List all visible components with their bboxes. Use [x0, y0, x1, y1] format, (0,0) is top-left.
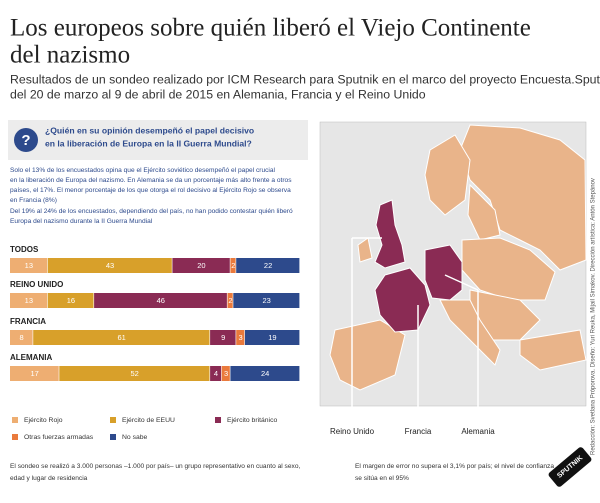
- paragraph: Del 19% al 24% de los encuestados, depen…: [10, 208, 293, 215]
- bar-segment: [233, 293, 300, 308]
- legend-swatch: [12, 417, 18, 423]
- legend-label: Otras fuerzas armadas: [24, 434, 94, 441]
- value-label: 43: [106, 261, 114, 270]
- title: del nazismo: [10, 42, 130, 69]
- bar-segment: [221, 366, 230, 381]
- category-label: FRANCIA: [10, 317, 46, 326]
- footer-note: El margen de error no supera el 3,1% por…: [355, 463, 554, 470]
- subtitle: del 20 de marzo al 9 de abril de 2015 en…: [10, 87, 426, 101]
- value-label: 20: [197, 261, 205, 270]
- bar-segment: [210, 366, 222, 381]
- map-region: [461, 237, 556, 301]
- map-region: [459, 124, 587, 271]
- logo-badge: [548, 447, 592, 487]
- map-label: Francia: [405, 427, 432, 436]
- bar-segment: [33, 330, 210, 345]
- map-region: [519, 329, 587, 371]
- value-label: 24: [261, 369, 269, 378]
- bar-segment: [47, 258, 172, 273]
- value-label: 4: [214, 369, 218, 378]
- value-label: 61: [117, 333, 125, 342]
- map-label: Reino Unido: [330, 427, 375, 436]
- paragraph: Solo el 13% de los encuestados opina que…: [10, 167, 276, 174]
- legend-label: Ejército de EEUU: [122, 417, 175, 424]
- value-label: 13: [25, 296, 33, 305]
- legend-swatch: [110, 417, 116, 423]
- paragraph: Europa del nazismo durante la II Guerra …: [10, 218, 153, 225]
- value-label: 3: [224, 369, 228, 378]
- paragraph: en la liberación de Europa del nazismo. …: [10, 177, 292, 184]
- value-label: 46: [157, 296, 165, 305]
- bar-segment: [210, 330, 236, 345]
- footer-note: se sitúa en el 95%: [355, 475, 409, 482]
- legend-swatch: [12, 434, 18, 440]
- legend-swatch: [110, 434, 116, 440]
- map-region: [357, 237, 373, 263]
- bar-segment: [10, 330, 33, 345]
- value-label: 2: [231, 261, 235, 270]
- value-label: 13: [25, 261, 33, 270]
- category-label: ALEMANIA: [10, 353, 52, 362]
- credits: Redacción: Svetlana Próporova. Diseño: Y…: [591, 178, 597, 455]
- paragraph: países, el 17%. El menor porcentaje de l…: [10, 187, 291, 194]
- question: ¿Quién en su opinión desempeñó el papel …: [45, 125, 254, 135]
- value-label: 22: [264, 261, 272, 270]
- value-label: 2: [228, 296, 232, 305]
- legend-label: Ejército Rojo: [24, 417, 63, 424]
- bar-segment: [236, 258, 300, 273]
- legend-swatch: [215, 417, 221, 423]
- map-germany: [424, 244, 463, 301]
- value-label: 16: [67, 296, 75, 305]
- map: [319, 121, 587, 420]
- category-label: TODOS: [10, 245, 39, 254]
- bar-segment: [47, 293, 94, 308]
- map-leader: [444, 274, 479, 291]
- bar-segment: [59, 366, 210, 381]
- subtitle: Resultados de un sondeo realizado por IC…: [10, 72, 600, 86]
- bar-segment: [230, 258, 236, 273]
- legend-label: No sabe: [122, 434, 148, 441]
- value-label: 9: [221, 333, 225, 342]
- map-region: [467, 183, 501, 241]
- bar-segment: [236, 330, 245, 345]
- bar-segment: [244, 330, 300, 345]
- value-label: 19: [268, 333, 276, 342]
- question: en la liberación de Europa en la II Guer…: [45, 138, 252, 148]
- bar-segment: [94, 293, 227, 308]
- value-label: 23: [262, 296, 270, 305]
- bar-segment: [10, 366, 59, 381]
- question-box: [8, 120, 308, 160]
- value-label: 52: [131, 369, 139, 378]
- map-region: [439, 299, 501, 366]
- bar-segment: [227, 293, 233, 308]
- bar-segment: [10, 293, 48, 308]
- value-label: 17: [30, 369, 38, 378]
- map-label: Alemania: [461, 427, 495, 436]
- category-label: REINO UNIDO: [10, 280, 63, 289]
- value-label: 3: [238, 333, 242, 342]
- bar-segment: [230, 366, 300, 381]
- value-label: 8: [20, 333, 24, 342]
- map-region: [424, 134, 471, 216]
- bar-segment: [172, 258, 230, 273]
- question-icon: [14, 128, 38, 152]
- question-mark: ?: [21, 132, 30, 149]
- bar-segment: [10, 258, 48, 273]
- paragraph: en Francia (8%): [10, 197, 57, 204]
- footer-note: edad y lugar de residencia: [10, 475, 88, 482]
- footer-note: El sondeo se realizó a 3.000 personas –1…: [10, 463, 300, 470]
- legend-label: Ejército británico: [227, 417, 277, 424]
- title: Los europeos sobre quién liberó el Viejo…: [10, 15, 531, 42]
- map-uk: [374, 199, 406, 269]
- map-region: [329, 319, 406, 391]
